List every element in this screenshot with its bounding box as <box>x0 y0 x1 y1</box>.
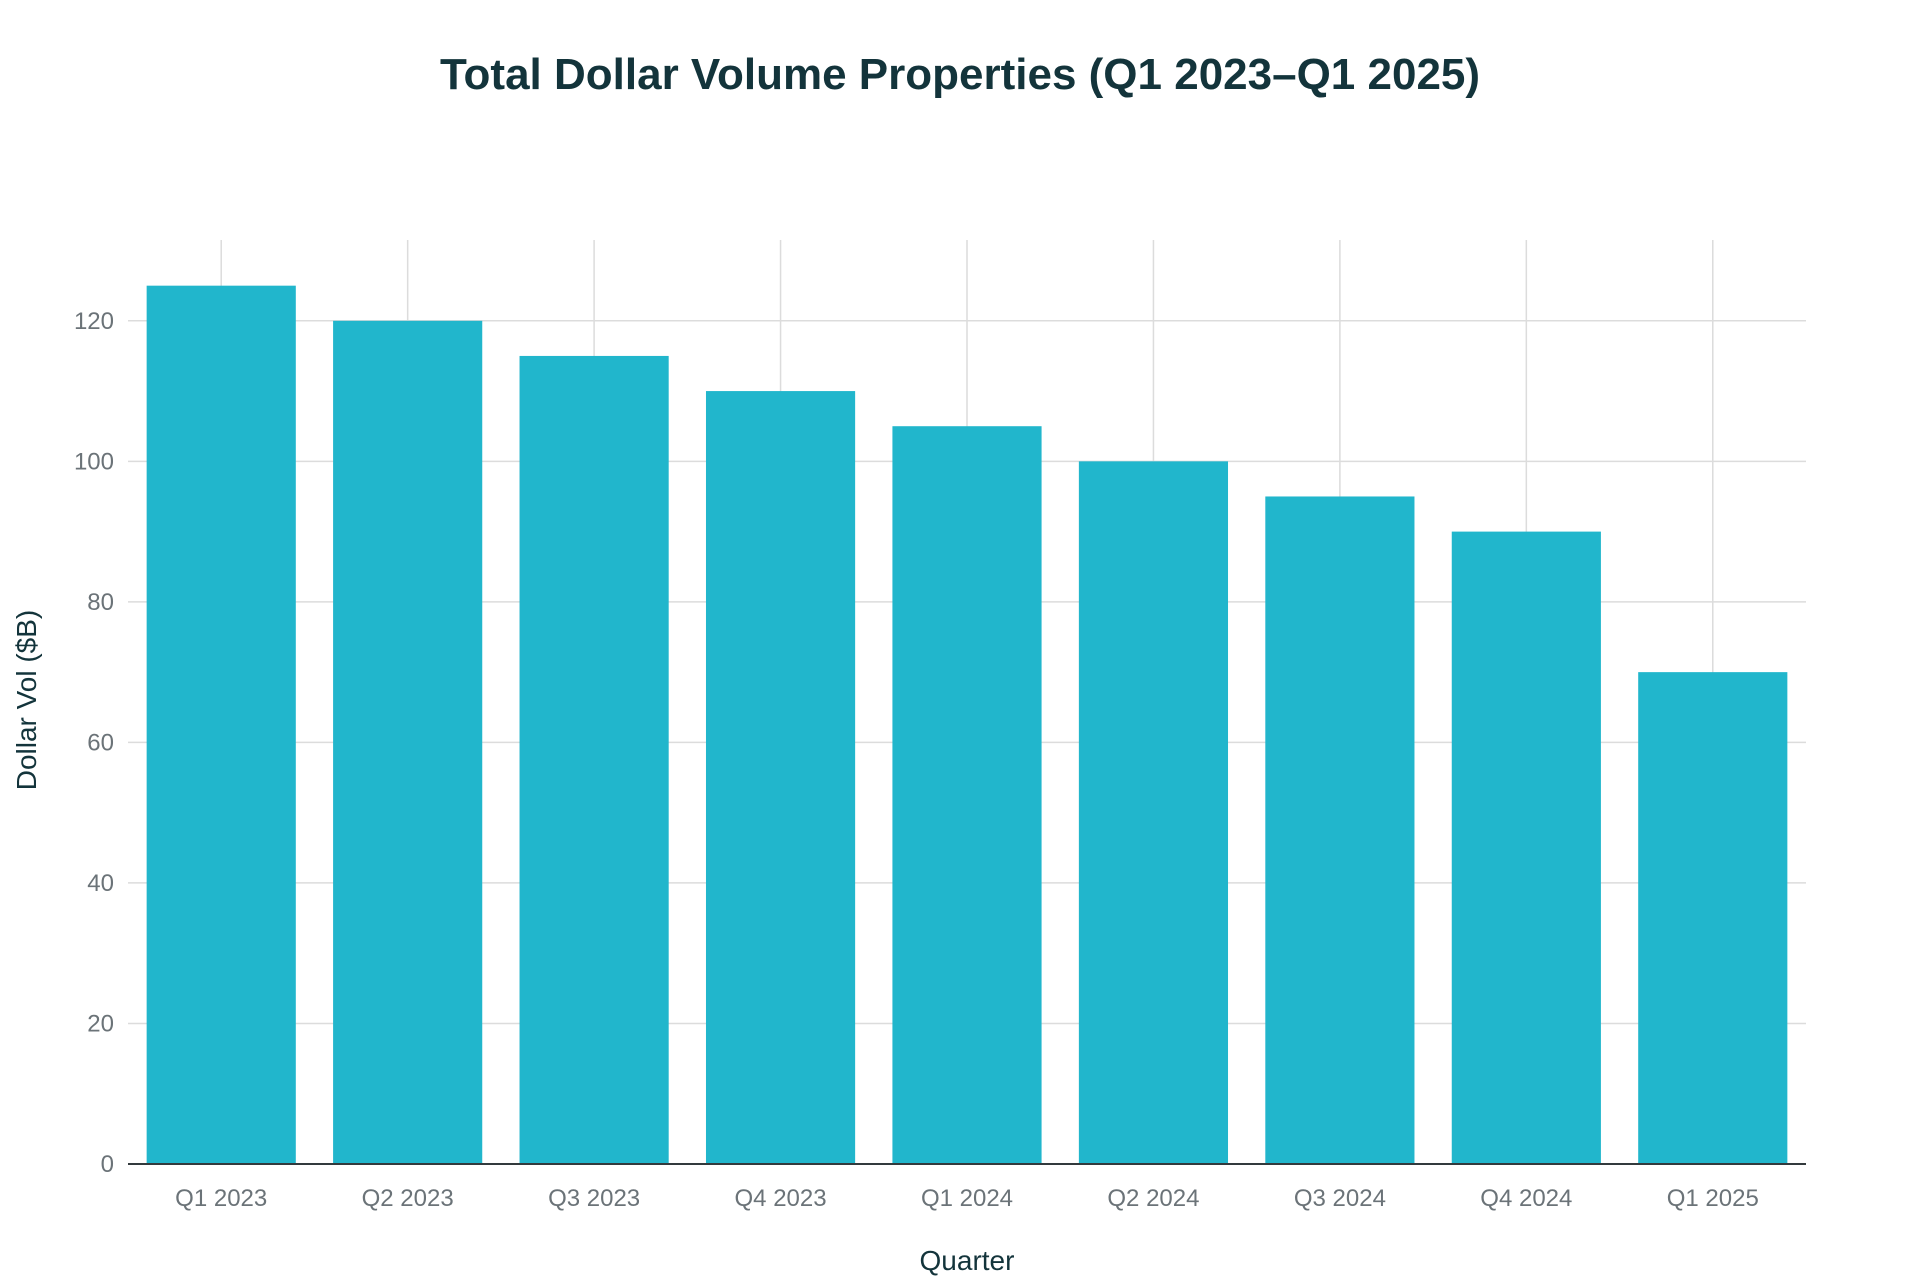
bar-q3-2024 <box>1265 496 1415 1164</box>
y-tick-label: 20 <box>87 1010 114 1037</box>
bar-q1-2024 <box>892 426 1042 1164</box>
y-tick-label: 120 <box>74 308 114 335</box>
x-tick-label: Q4 2023 <box>735 1185 827 1212</box>
x-tick-label: Q1 2023 <box>175 1185 267 1212</box>
x-tick-label: Q3 2023 <box>548 1185 640 1212</box>
x-tick-label: Q4 2024 <box>1480 1185 1572 1212</box>
x-tick-label: Q3 2024 <box>1294 1185 1386 1212</box>
y-axis-title: Dollar Vol ($B) <box>11 610 42 791</box>
x-axis-title: Quarter <box>920 1245 1015 1276</box>
x-tick-label: Q2 2023 <box>362 1185 454 1212</box>
y-tick-label: 40 <box>87 870 114 897</box>
bar-q2-2024 <box>1078 461 1229 1165</box>
y-tick-label: 60 <box>87 729 114 756</box>
chart-title: Total Dollar Volume Properties (Q1 2023–… <box>439 50 1481 99</box>
x-tick-label: Q1 2025 <box>1667 1185 1759 1212</box>
y-tick-label: 0 <box>101 1151 114 1178</box>
x-tick-label: Q2 2024 <box>1107 1185 1199 1212</box>
bar-layer <box>146 285 1788 1165</box>
axis-layer: 0 20 40 60 80 100 120 Q1 2023 Q2 2023 Q3 2023 Q4 2… <box>74 308 1806 1212</box>
y-tick-label: 100 <box>74 448 114 475</box>
bar-q2-2023 <box>333 320 483 1164</box>
bar-q4-2024 <box>1451 531 1601 1164</box>
bar-q4-2023 <box>705 391 856 1164</box>
x-tick-label: Q1 2024 <box>921 1185 1013 1212</box>
y-tick-label: 80 <box>87 589 114 616</box>
bar-q3-2023 <box>519 355 669 1164</box>
bar-q1-2025 <box>1638 672 1788 1164</box>
bar-q1-2023 <box>146 285 296 1165</box>
